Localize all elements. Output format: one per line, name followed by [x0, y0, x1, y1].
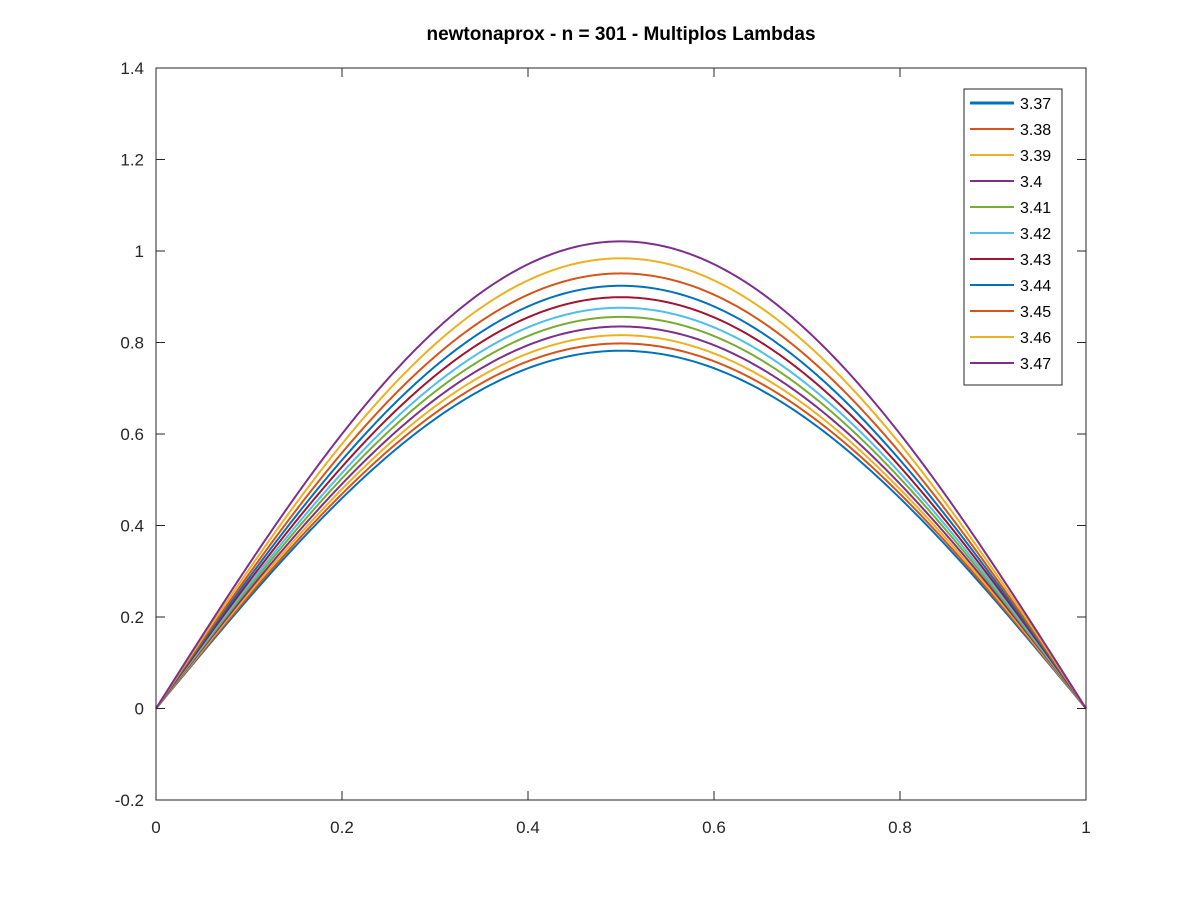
legend-entry-3.37: 3.37	[1020, 96, 1051, 113]
x-tick-label: 0.4	[516, 818, 540, 837]
legend: 3.37 3.38 3.39 3.4 3.41 3.42 3.43 3.44 3.45 3.46 3…	[963, 88, 1063, 386]
legend-entry-3.42: 3.42	[1020, 226, 1051, 243]
y-tick-label: 0.2	[120, 608, 144, 627]
legend-box	[963, 88, 1063, 386]
y-tick-label: 0.6	[120, 425, 144, 444]
y-tick-label: 1.2	[120, 151, 144, 170]
series-line-3.39	[155, 334, 1087, 710]
series-line-3.43	[155, 296, 1087, 710]
y-tick-label: -0.2	[115, 791, 144, 810]
x-tick-label: 0.2	[330, 818, 354, 837]
y-tick-label: 0	[135, 700, 144, 719]
y-tick-label: 1.4	[120, 59, 144, 78]
series-line-3.37	[155, 349, 1087, 710]
series-line-3.38	[155, 342, 1087, 710]
axes-box	[155, 67, 1087, 801]
series-line-3.44	[155, 284, 1087, 710]
series-line-3.46	[155, 257, 1087, 710]
y-axis: -0.2 0 0.2 0.4 0.6 0.8 1 1.2 1.4	[115, 59, 1086, 810]
series-line-3.42	[155, 306, 1087, 710]
x-tick-label: 0	[151, 818, 160, 837]
legend-entry-3.38: 3.38	[1020, 122, 1051, 139]
y-tick-label: 0.8	[120, 334, 144, 353]
chart-title: newtonaprox - n = 301 - Multiplos Lambda…	[426, 24, 815, 45]
legend-entry-3.47: 3.47	[1020, 356, 1051, 373]
x-tick-label: 0.8	[888, 818, 912, 837]
legend-entry-3.4: 3.4	[1020, 174, 1042, 191]
legend-entry-3.43: 3.43	[1020, 252, 1051, 269]
legend-entry-3.45: 3.45	[1020, 304, 1051, 321]
series-line-3.47	[155, 240, 1087, 710]
y-tick-label: 1	[135, 242, 144, 261]
plot-curves	[155, 240, 1087, 710]
x-tick-label: 0.6	[702, 818, 726, 837]
legend-entry-3.39: 3.39	[1020, 148, 1051, 165]
legend-entry-3.41: 3.41	[1020, 200, 1051, 217]
x-tick-label: 1	[1081, 818, 1090, 837]
legend-entry-3.44: 3.44	[1020, 278, 1051, 295]
series-line-3.45	[155, 272, 1087, 710]
y-tick-label: 0.4	[120, 517, 144, 536]
series-line-3.41	[155, 315, 1087, 710]
series-line-3.4	[155, 325, 1087, 710]
x-axis: 0 0.2 0.4 0.6 0.8 1	[151, 68, 1091, 837]
legend-entry-3.46: 3.46	[1020, 330, 1051, 347]
